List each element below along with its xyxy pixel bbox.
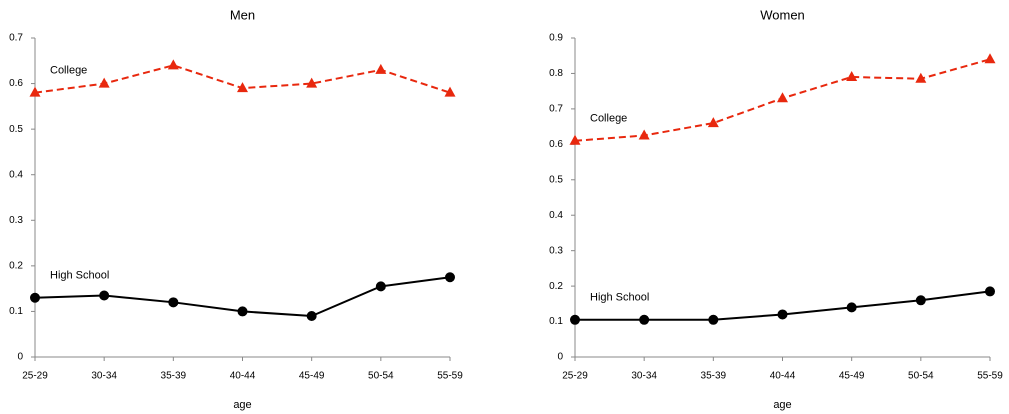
x-tick-label: 30-34 [91, 371, 117, 382]
y-tick-label: 0.6 [549, 139, 563, 150]
x-axis-label: age [233, 399, 251, 411]
y-tick-label: 0.9 [549, 33, 563, 44]
series-label: High School [590, 292, 649, 304]
point [638, 129, 650, 140]
x-tick-label: 25-29 [22, 371, 48, 382]
x-tick-label: 55-59 [977, 371, 1003, 382]
point [777, 92, 788, 103]
y-tick-label: 0.7 [549, 104, 563, 115]
point [569, 134, 581, 145]
y-tick-label: 0.2 [9, 260, 23, 271]
point [167, 59, 179, 70]
y-tick-label: 0 [17, 352, 23, 363]
series-label: College [50, 65, 87, 77]
point [570, 314, 580, 325]
y-tick-label: 0.1 [549, 316, 563, 327]
y-tick-label: 0.5 [549, 174, 563, 185]
x-tick-label: 50-54 [908, 371, 934, 382]
point [915, 72, 927, 83]
x-tick-label: 40-44 [770, 371, 796, 382]
point [237, 82, 248, 93]
x-tick-label: 30-34 [631, 371, 657, 382]
y-tick-label: 0 [557, 352, 563, 363]
series-label: High School [50, 270, 109, 282]
point [98, 77, 110, 88]
y-tick-label: 0.1 [9, 306, 23, 317]
x-tick-label: 35-39 [701, 371, 727, 382]
chart-title: Men [230, 7, 255, 22]
y-tick-label: 0.4 [9, 169, 23, 180]
y-tick-label: 0.6 [9, 78, 23, 89]
series-label: College [590, 113, 627, 125]
chart-title: Women [760, 7, 805, 22]
point [375, 63, 387, 74]
point [306, 310, 317, 321]
x-axis-label: age [773, 399, 791, 411]
point [29, 86, 41, 97]
point [846, 302, 857, 313]
point [777, 309, 788, 320]
point [375, 281, 386, 292]
x-tick-label: 25-29 [562, 371, 588, 382]
point [639, 314, 650, 325]
point [30, 292, 40, 303]
point [708, 314, 719, 325]
x-tick-label: 55-59 [437, 371, 463, 382]
y-tick-label: 0.4 [549, 210, 563, 221]
x-tick-label: 45-49 [839, 371, 865, 382]
y-tick-label: 0.3 [549, 245, 563, 256]
x-tick-label: 45-49 [299, 371, 325, 382]
point [985, 286, 995, 297]
y-tick-label: 0.2 [549, 281, 563, 292]
point [237, 306, 248, 317]
x-tick-label: 50-54 [368, 371, 394, 382]
point [707, 117, 719, 128]
point [99, 290, 110, 301]
x-tick-label: 35-39 [161, 371, 187, 382]
point [915, 295, 926, 306]
y-tick-label: 0.5 [9, 124, 23, 135]
point [444, 86, 456, 97]
x-tick-label: 40-44 [230, 371, 256, 382]
point [846, 70, 858, 81]
y-tick-label: 0.3 [9, 215, 23, 226]
point [445, 272, 455, 283]
point [168, 297, 179, 308]
y-tick-label: 0.7 [9, 33, 23, 44]
point [306, 77, 318, 88]
y-tick-label: 0.8 [549, 68, 563, 79]
point [984, 53, 996, 64]
